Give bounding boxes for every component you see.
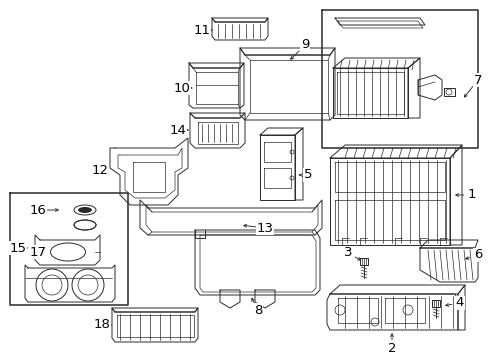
Text: 11: 11 [194, 23, 211, 36]
Text: 4: 4 [456, 297, 464, 310]
Text: 5: 5 [304, 168, 312, 181]
Text: 6: 6 [474, 248, 482, 261]
Text: 12: 12 [92, 163, 108, 176]
Text: 1: 1 [468, 189, 476, 202]
Text: 16: 16 [29, 203, 47, 216]
Text: 7: 7 [474, 73, 482, 86]
Text: 2: 2 [388, 342, 396, 355]
Text: 18: 18 [94, 319, 110, 332]
Text: 13: 13 [256, 221, 273, 234]
Text: 10: 10 [173, 81, 191, 94]
Text: 3: 3 [344, 247, 352, 260]
Text: 15: 15 [9, 242, 26, 255]
Text: 14: 14 [170, 123, 186, 136]
Ellipse shape [78, 207, 92, 213]
Text: 17: 17 [29, 246, 47, 258]
Ellipse shape [78, 222, 92, 228]
Text: 8: 8 [254, 303, 262, 316]
Text: 9: 9 [301, 39, 309, 51]
